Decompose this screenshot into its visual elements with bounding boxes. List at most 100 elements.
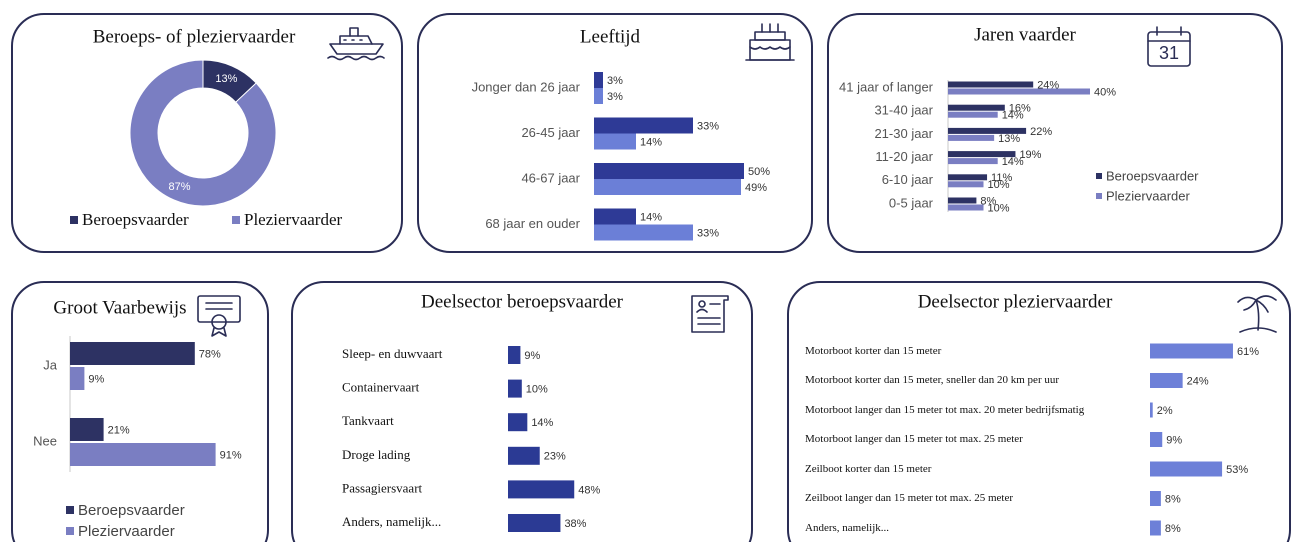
category-label: Anders, namelijk... bbox=[805, 521, 890, 534]
category-label: 26-45 jaar bbox=[521, 125, 580, 140]
data-label: 2% bbox=[1157, 405, 1173, 417]
data-label: 33% bbox=[697, 227, 719, 239]
data-label: 10% bbox=[526, 384, 548, 396]
data-label: 3% bbox=[607, 75, 623, 87]
bar bbox=[948, 197, 977, 204]
cake-icon bbox=[745, 23, 795, 61]
category-label: 11-20 jaar bbox=[875, 149, 933, 164]
data-label: 9% bbox=[524, 350, 540, 362]
bar bbox=[594, 163, 744, 179]
data-label: 22% bbox=[1030, 126, 1052, 138]
category-label: Droge lading bbox=[342, 447, 411, 462]
category-label: Motorboot langer dan 15 meter tot max. 2… bbox=[805, 403, 1085, 416]
legend-label: Pleziervaarder bbox=[78, 523, 175, 540]
data-label: 13% bbox=[215, 73, 237, 85]
chart-title: Groot Vaarbewijs bbox=[53, 297, 186, 318]
chart-title: Jaren vaarder bbox=[974, 24, 1076, 45]
category-label-box: Motorboot korter dan 15 meter, sneller d… bbox=[805, 374, 1060, 386]
bar bbox=[594, 133, 636, 150]
chart-title: Deelsector beroepsvaarder bbox=[421, 291, 624, 312]
bar bbox=[508, 346, 521, 364]
data-label: 14% bbox=[640, 211, 662, 223]
data-label: 24% bbox=[1187, 375, 1209, 387]
data-label: 3% bbox=[607, 91, 623, 103]
category-label: 41 jaar of langer bbox=[839, 79, 934, 94]
legend-swatch bbox=[70, 216, 78, 224]
category-label: Motorboot korter dan 15 meter bbox=[805, 344, 942, 357]
bar bbox=[948, 134, 995, 141]
certificate-icon bbox=[197, 295, 241, 337]
category-label: 31-40 jaar bbox=[874, 103, 933, 118]
bar bbox=[70, 418, 104, 441]
chart-title: Deelsector pleziervaarder bbox=[918, 291, 1113, 312]
data-label: 14% bbox=[1002, 156, 1024, 168]
data-label: 14% bbox=[1002, 110, 1024, 122]
panel bbox=[827, 13, 1283, 253]
document-icon bbox=[691, 295, 729, 333]
calendar-frame bbox=[1147, 31, 1191, 67]
category-label-box: Zeilboot langer dan 15 meter tot max. 25… bbox=[805, 492, 1014, 504]
category-label: Motorboot korter dan 15 meter, sneller d… bbox=[805, 374, 1060, 386]
data-label: 78% bbox=[199, 348, 221, 360]
calendar-day: 31 bbox=[1159, 43, 1179, 63]
legend-swatch bbox=[66, 506, 74, 514]
data-label: 40% bbox=[1094, 86, 1116, 98]
data-label: 23% bbox=[544, 451, 566, 463]
data-label: 24% bbox=[1037, 79, 1059, 91]
panel bbox=[11, 13, 403, 253]
legend-label: Pleziervaarder bbox=[1106, 188, 1190, 203]
data-label: 14% bbox=[531, 417, 553, 429]
data-label: 33% bbox=[697, 120, 719, 132]
bar bbox=[594, 208, 636, 225]
bar bbox=[508, 446, 540, 465]
legend-swatch bbox=[1096, 193, 1102, 199]
bar bbox=[948, 204, 984, 211]
category-label: 68 jaar en ouder bbox=[485, 216, 580, 231]
category-label: Anders, namelijk... bbox=[342, 514, 441, 529]
bar bbox=[948, 158, 998, 165]
category-label: 6-10 jaar bbox=[882, 172, 934, 187]
bar bbox=[948, 127, 1027, 134]
category-label: Zeilboot korter dan 15 meter bbox=[805, 462, 932, 475]
data-label: 14% bbox=[640, 136, 662, 148]
palm-icon bbox=[1237, 295, 1277, 333]
bar bbox=[948, 174, 988, 181]
legend-swatch bbox=[232, 216, 240, 224]
category-label: 46-67 jaar bbox=[521, 170, 580, 185]
bar bbox=[70, 367, 85, 390]
category-label: Zeilboot langer dan 15 meter tot max. 25… bbox=[805, 492, 1014, 504]
data-label: 19% bbox=[1019, 149, 1041, 161]
bar bbox=[948, 81, 1034, 88]
bar bbox=[594, 117, 693, 134]
data-label: 13% bbox=[998, 133, 1020, 145]
bar bbox=[1150, 432, 1163, 447]
data-label: 21% bbox=[108, 424, 130, 436]
category-label: Jonger dan 26 jaar bbox=[472, 79, 581, 94]
category-label: 0-5 jaar bbox=[889, 195, 934, 210]
bar bbox=[948, 111, 998, 118]
data-label: 11% bbox=[991, 172, 1012, 184]
data-label: 9% bbox=[1166, 434, 1182, 446]
legend-label: Beroepsvaarder bbox=[1106, 168, 1199, 183]
donut-slice bbox=[129, 59, 277, 207]
data-label: 91% bbox=[220, 449, 242, 461]
data-label: 10% bbox=[988, 202, 1010, 214]
bar bbox=[1150, 520, 1161, 536]
bar bbox=[594, 72, 603, 88]
chart-title: Beroeps- of pleziervaarder bbox=[93, 26, 296, 47]
legend-label: Beroepsvaarder bbox=[78, 502, 185, 519]
legend-label: Pleziervaarder bbox=[244, 210, 342, 229]
bar bbox=[508, 379, 522, 398]
data-label: 10% bbox=[988, 179, 1010, 191]
category-label: Passagiersvaart bbox=[342, 480, 423, 495]
chart-title: Leeftijd bbox=[580, 26, 641, 47]
category-label-box: Motorboot langer dan 15 meter tot max. 2… bbox=[805, 403, 1085, 416]
data-label: 48% bbox=[578, 484, 600, 496]
data-label: 87% bbox=[169, 181, 191, 193]
bar bbox=[948, 104, 1005, 111]
category-label: Containervaart bbox=[342, 380, 420, 395]
data-label: 16% bbox=[1009, 103, 1031, 115]
legend-swatch bbox=[66, 527, 74, 535]
bar bbox=[508, 480, 575, 499]
